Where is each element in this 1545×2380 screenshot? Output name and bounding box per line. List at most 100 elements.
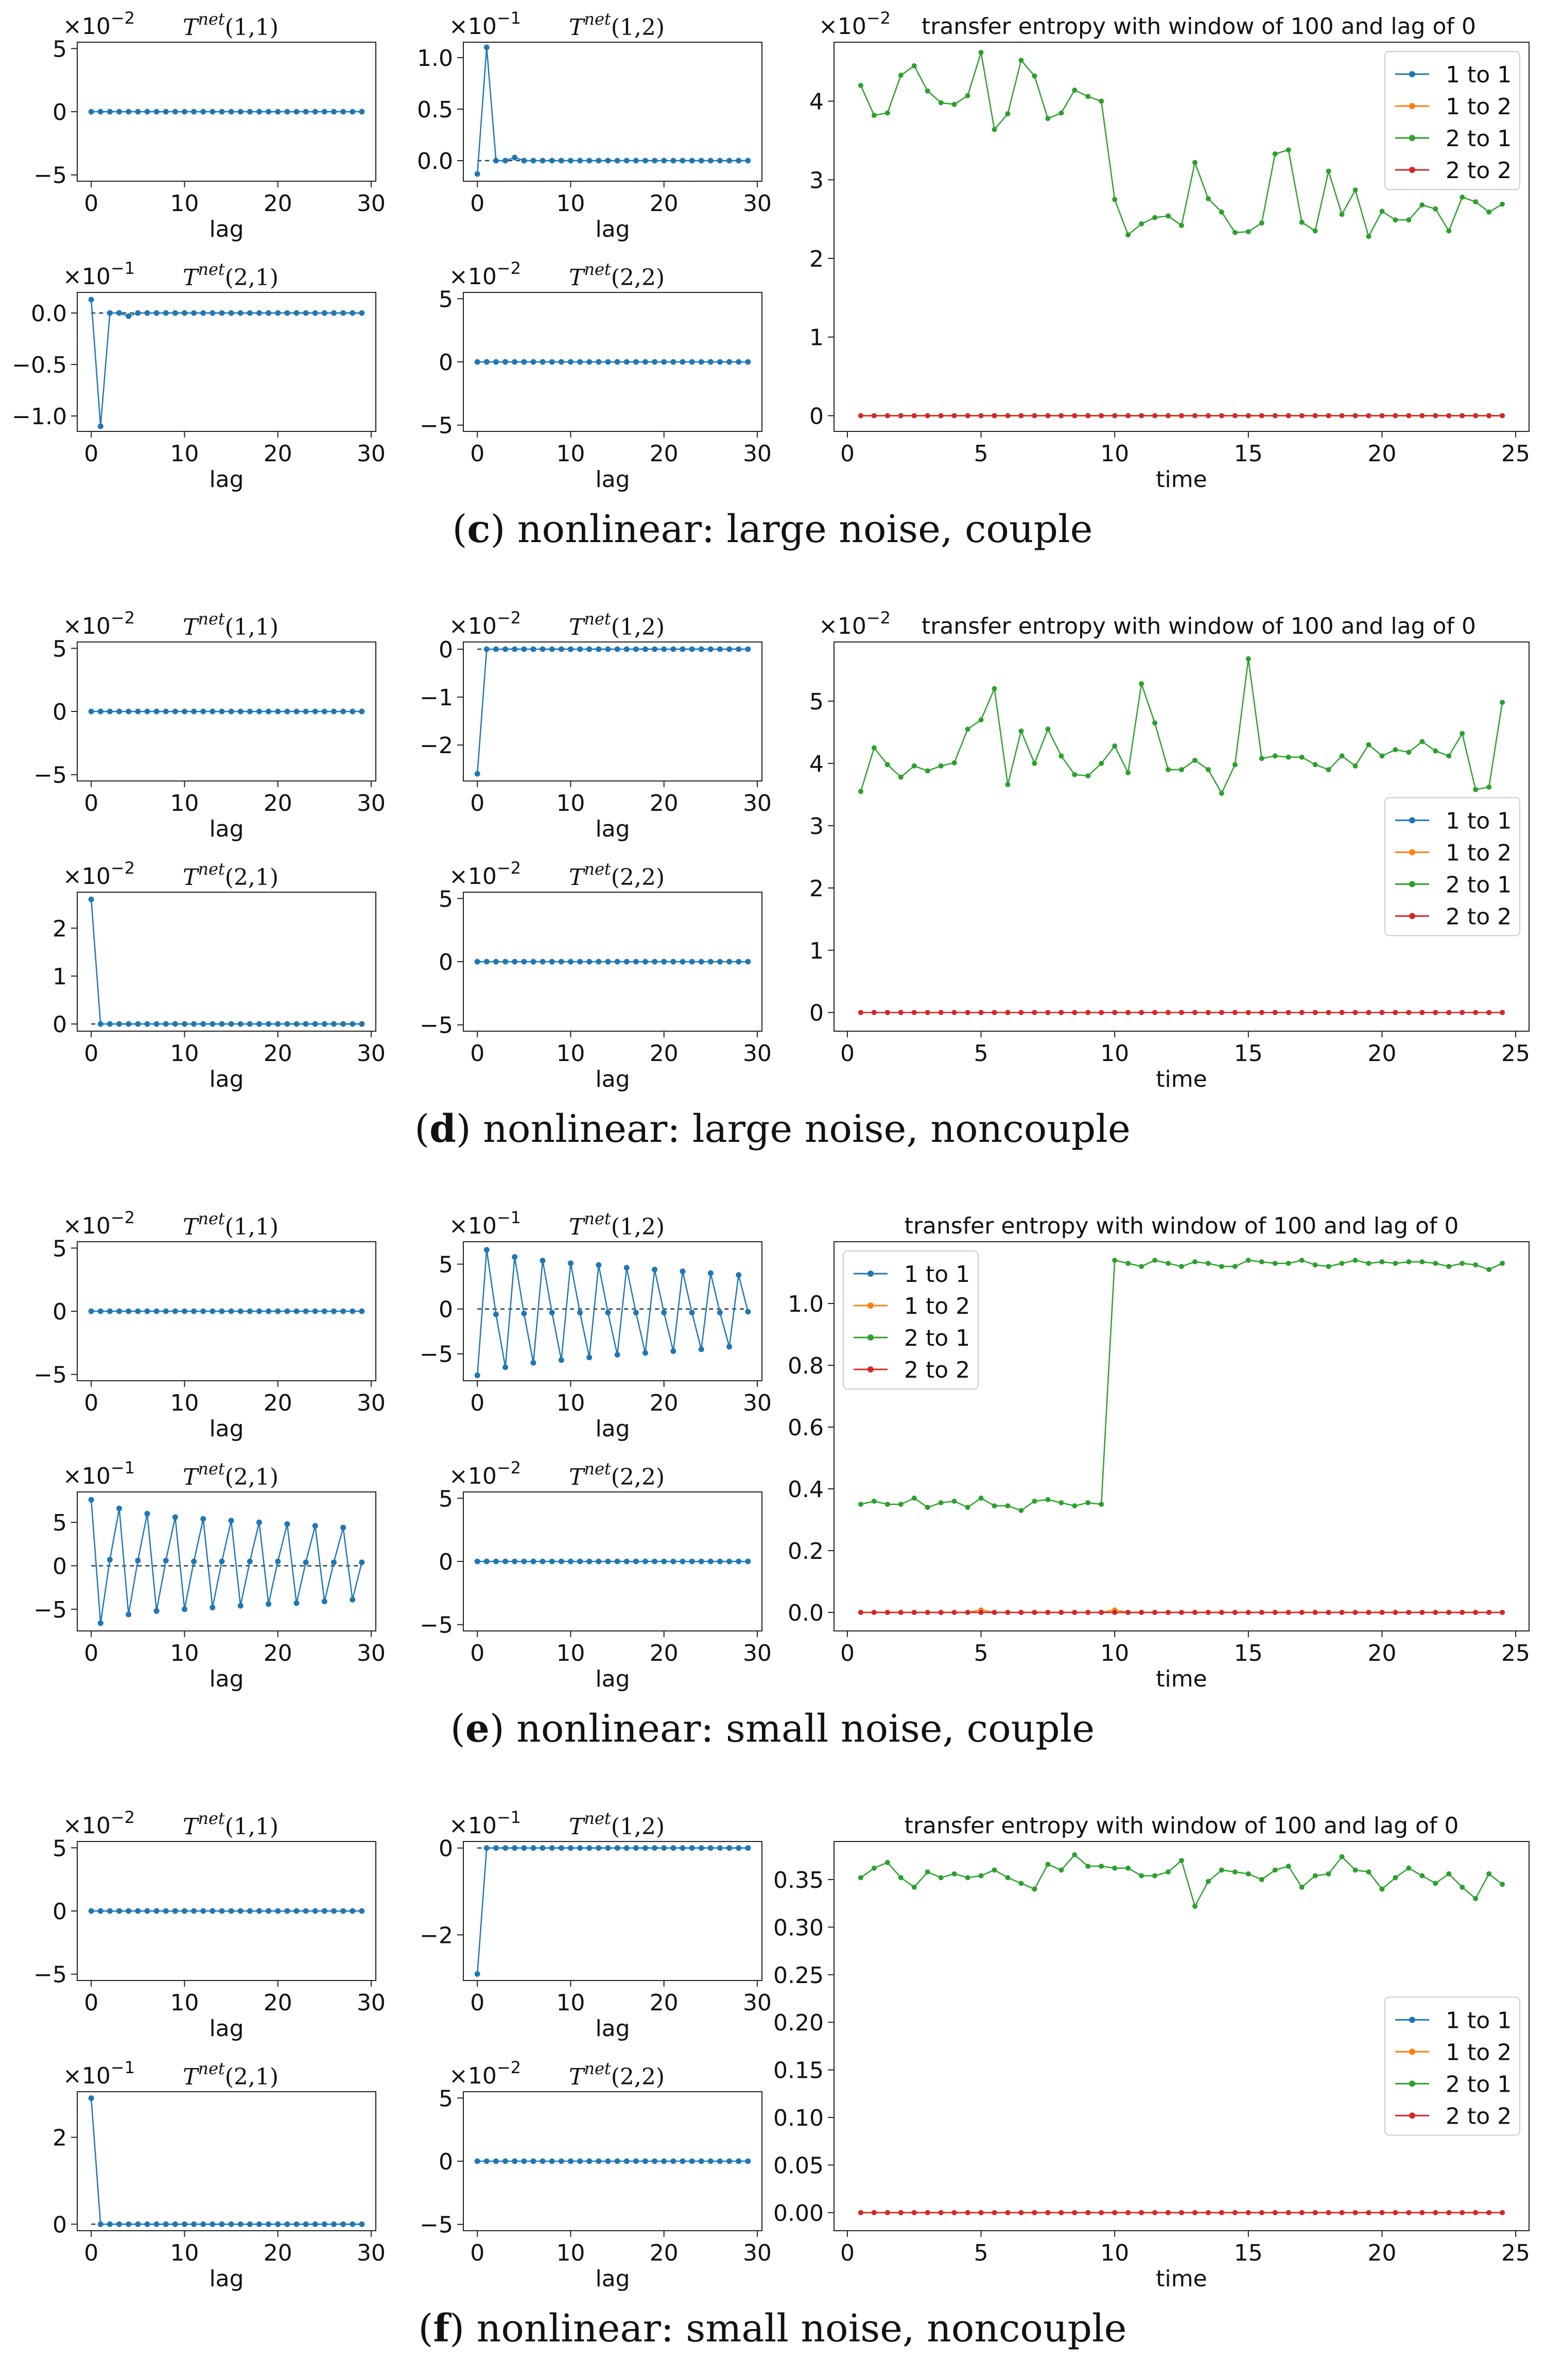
panel-e-subplot-3: 0 10 20 30 −5 0 5 lag ×10−1 Tnet(2,1) — [33, 1458, 386, 1692]
panel-f-subplot-1-point — [210, 1908, 216, 1914]
panel-f-te-series-4-point — [1152, 2210, 1158, 2215]
panel-f-te-series-3-point — [1473, 1896, 1479, 1901]
panel-d-subplot-4-point — [717, 959, 723, 965]
panel-c-subplot-1-point — [97, 109, 103, 115]
panel-e-te-series-3-point — [1446, 1264, 1452, 1269]
panel-e-subplot-4: 0 10 20 30 −5 0 5 lag ×10−2 Tnet(2,2) — [420, 1458, 772, 1692]
panel-f-subplot-4-point — [670, 2158, 676, 2164]
panel-d-subplot-2-point — [633, 646, 639, 652]
panel-c-te-series-3-point — [1393, 217, 1398, 223]
panel-c-te-series-4-point — [1072, 413, 1078, 419]
panel-f-te-series-3-point — [1072, 1852, 1078, 1857]
panel-c-subplot-3-point — [256, 310, 262, 316]
panel-c-te-ytick-label: 4 — [809, 89, 824, 115]
panel-d-subplot-4: 0 10 20 30 −5 0 5 lag ×10−2 Tnet(2,2) — [420, 858, 772, 1092]
panel-f-subplot-2-point — [707, 1845, 714, 1851]
panel-c-subplot-4-exponent: ×10−2 — [449, 258, 521, 290]
panel-e-te-xlabel: time — [1156, 1666, 1207, 1692]
panel-d-te-series-4-point — [1032, 1010, 1037, 1015]
panel-d-te-series-3-point — [1045, 726, 1051, 732]
panel-f-subplot-4-point — [586, 2158, 593, 2164]
panel-e-subplot-1-xtick-label: 20 — [264, 1390, 292, 1416]
panel-e-te-series-3-point — [1245, 1258, 1251, 1263]
panel-d-subplot-3-frame — [77, 892, 376, 1032]
panel-f-te-series-3-point — [1139, 1873, 1144, 1879]
panel-d-te-legend-marker-1 — [1409, 817, 1415, 824]
panel-e-subplot-1-xlabel: lag — [209, 1416, 244, 1442]
panel-e-subplot-4-point — [521, 1558, 527, 1565]
panel-f-subplot-2-point — [530, 1845, 536, 1851]
panel-d-subplot-1-point — [237, 708, 244, 715]
panel-f-te-series-3-point — [858, 1875, 863, 1881]
panel-c-subplot-4-point — [698, 359, 704, 365]
panel-e-te-series-3-point — [1072, 1503, 1078, 1508]
panel-c-subplot-3-point — [163, 310, 169, 316]
panel-c-subplot-3-exponent: ×10−1 — [63, 258, 135, 290]
panel-c-te-series-3-point — [1179, 222, 1184, 228]
panel-d-te-series-4-point — [1232, 1010, 1238, 1015]
panel-f-te-series-4-point — [1085, 2210, 1091, 2215]
panel-e-subplot-2-xtick-label: 0 — [470, 1390, 484, 1416]
caption-paren-close: ) — [449, 2306, 465, 2351]
panel-e-subplot-1-xtick-label: 10 — [170, 1390, 199, 1416]
panel-c-te-series-4-point — [938, 413, 944, 419]
panel-d-te-series-3-point — [1166, 767, 1171, 772]
panel-e-subplot-2-point — [586, 1354, 593, 1361]
panel-c-subplot-2-point — [670, 158, 676, 164]
panel-c-subplot-3-point — [331, 310, 337, 316]
panel-f-te-series-3-point — [1232, 1869, 1238, 1875]
panel-c-subplot-4-point — [736, 359, 742, 365]
panel-f-te-xtick-label: 5 — [974, 2240, 988, 2266]
panel-f-te-series-4-point — [1379, 2210, 1385, 2215]
panel-e-subplot-1-point — [210, 1308, 216, 1314]
panel-d-te-ytick-label: 1 — [809, 938, 824, 964]
panel-c-subplot-2-xtick-label: 20 — [650, 190, 679, 217]
panel-d-te-series-4-point — [992, 1010, 997, 1015]
panel-c-te-series-3-point — [1326, 168, 1331, 174]
panel-f-te-series-3-point — [1125, 1865, 1131, 1871]
panel-c-transfer-entropy-chart: 0 5 10 15 20 25 0 1 2 3 4 time ×10−2 transfer entropy… — [809, 8, 1530, 493]
panel-d-te-legend-marker-3 — [1409, 881, 1415, 888]
panel-c-subplot-1-ytick-label: 5 — [53, 36, 67, 62]
panel-e-subplot-2-point — [707, 1270, 714, 1276]
panel-d-te-series-4-point — [965, 1010, 970, 1015]
panel-e-subplot-3-point — [321, 1599, 327, 1605]
panel-e-subplot-1-point — [181, 1308, 187, 1314]
panel-c-subplot-3-xlabel: lag — [209, 466, 244, 493]
panel-e-subplot-3-point — [237, 1603, 244, 1609]
panel-d-te-ytick-label: 2 — [809, 876, 824, 902]
panel-c-subplot-1-point — [219, 109, 225, 115]
panel-d-subplot-1-ytick-label: 0 — [53, 699, 67, 725]
panel-e-te-legend-marker-1 — [867, 1271, 874, 1277]
panel-f-subplot-2-point — [567, 1845, 574, 1851]
panel-c-te-series-3-point — [1245, 229, 1251, 235]
panel-e-te-series-4-point — [884, 1610, 890, 1615]
panel-f-subplot-3-point — [275, 2221, 281, 2227]
panel-e-subplot-3-xtick-label: 10 — [170, 1640, 199, 1666]
panel-e-subplot-3-xtick-label: 20 — [264, 1640, 292, 1666]
panel-e-subplot-2-point — [493, 1311, 499, 1317]
panel-e-subplot-4-point — [502, 1558, 509, 1565]
panel-c-subplot-1-point — [237, 109, 244, 115]
panel-c-te-legend-box — [1384, 51, 1520, 190]
panel-f-subplot-1-point — [350, 1908, 356, 1914]
panel-e-te-series-3-point — [1419, 1259, 1425, 1264]
panel-f-subplot-4-point — [698, 2158, 704, 2164]
panel-c-subplot-3-point — [340, 310, 346, 316]
panel-e-subplot-4-point — [577, 1558, 583, 1565]
panel-d-subplot-1-point — [331, 708, 337, 715]
panel-d-te-series-3-point — [1232, 762, 1238, 768]
panel-f-te-ytick-label: 0.00 — [773, 2200, 824, 2227]
panel-c-subplot-3-xtick-label: 30 — [357, 441, 386, 467]
panel-f-subplot-1-point — [331, 1908, 337, 1914]
panel-c-te-series-4-point — [925, 413, 930, 419]
panel-e-subplot-3-point — [256, 1519, 262, 1525]
panel-e-subplot-4-point — [483, 1558, 490, 1565]
panel-f-subplot-3-point — [88, 2095, 94, 2101]
panel-f-subplot-2-point — [745, 1845, 751, 1851]
panel-e-subplot-2-point — [661, 1310, 667, 1316]
panel-e-subplot-3-point — [293, 1600, 300, 1606]
panel-f-te-series-3-point — [1112, 1865, 1118, 1871]
panel-c-subplot-1-point — [88, 109, 94, 115]
